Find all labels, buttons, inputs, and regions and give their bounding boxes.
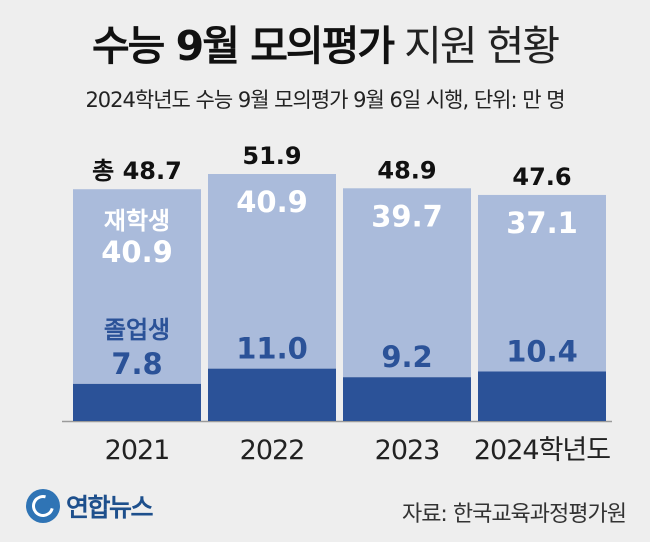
value-label-graduate-2024학년도: 10.4 [506,335,578,369]
bar-student-2024학년도 [478,194,606,372]
category-label-2023: 2023 [375,435,440,466]
total-label-2021: 총 48.7 [92,157,182,185]
value-label-student-2024학년도: 37.1 [506,206,578,240]
logo-text: 연합뉴스 [66,493,154,522]
series-label-graduate: 졸업생 [104,316,170,344]
category-label-2024학년도: 2024학년도 [474,435,610,466]
value-label-student-2023: 39.7 [371,199,443,233]
bar-student-2022 [208,174,336,369]
bar-graduate-2023 [343,377,471,421]
value-label-graduate-2021: 7.8 [111,347,162,381]
bar-graduate-2024학년도 [478,371,606,421]
bar-student-2023 [343,188,471,378]
total-label-2024학년도: 47.6 [512,163,571,191]
yonhap-logo: 연합뉴스 [26,488,154,524]
chart-title: 수능 9월 모의평가 지원 현황 [0,12,650,72]
bar-graduate-2022 [208,368,336,421]
category-label-2021: 2021 [105,435,170,466]
title-bold-part: 수능 9월 모의평가 [91,22,395,70]
chart-subtitle: 2024학년도 수능 9월 모의평가 9월 6일 시행, 단위: 만 명 [85,88,565,112]
bar-graduate-2021 [73,383,201,421]
bar-student-2021 [73,189,201,384]
series-label-student: 재학생 [104,207,170,235]
value-label-student-2021: 40.9 [101,235,173,269]
value-label-graduate-2023: 9.2 [381,340,432,374]
title-light-part: 지원 현황 [404,22,560,70]
category-label-2022: 2022 [240,435,305,466]
total-label-2022: 51.9 [242,142,301,170]
yonhap-logo-icon [26,489,60,523]
value-label-student-2022: 40.9 [236,185,308,219]
total-label-2023: 48.9 [377,156,436,184]
source-note: 자료: 한국교육과정평가원 [401,502,627,527]
value-label-graduate-2022: 11.0 [236,332,308,366]
